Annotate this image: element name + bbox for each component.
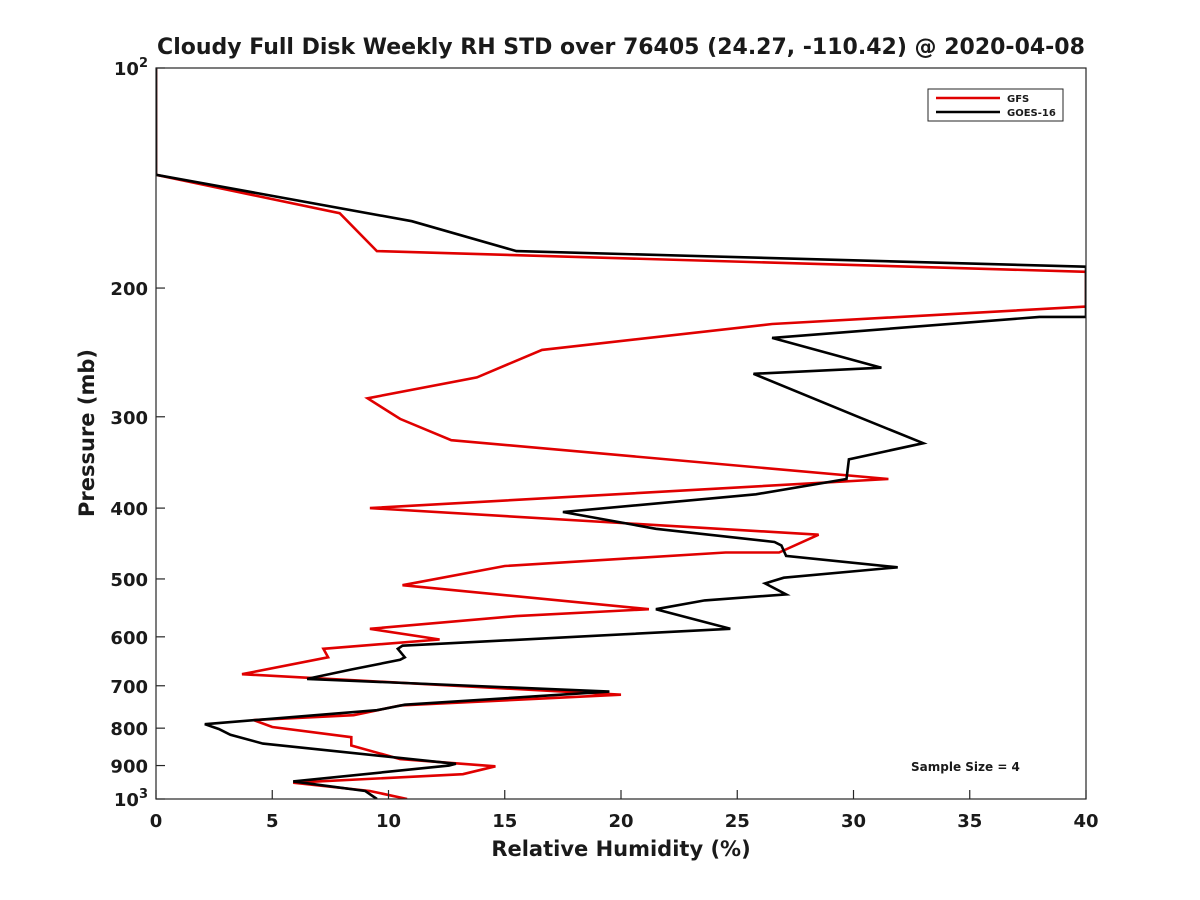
sample-size-annotation: Sample Size = 4 <box>911 760 1020 774</box>
legend: GFS GOES-16 <box>927 88 1064 122</box>
y-tick-label: 900 <box>110 757 148 778</box>
x-tick-label: 40 <box>1073 811 1098 832</box>
x-axis: 0 5 10 15 20 25 30 35 40 <box>150 790 1099 832</box>
y-tick-label: 800 <box>110 719 148 740</box>
x-tick-label: 35 <box>957 811 982 832</box>
y-axis-label: Pressure (mb) <box>75 349 99 517</box>
y-tick-label: 300 <box>110 408 148 429</box>
series-layer <box>156 68 1086 799</box>
chart-title: Cloudy Full Disk Weekly RH STD over 7640… <box>157 35 1085 60</box>
x-axis-label: Relative Humidity (%) <box>491 837 750 861</box>
x-tick-label: 30 <box>841 811 866 832</box>
legend-label-goes-16: GOES-16 <box>1007 108 1056 119</box>
series-line-goes-16 <box>156 68 1086 799</box>
y-tick-label: 103 <box>114 787 148 811</box>
x-tick-label: 20 <box>608 811 633 832</box>
y-tick-label: 500 <box>110 570 148 591</box>
y-tick-label: 400 <box>110 499 148 520</box>
x-tick-label: 0 <box>150 811 163 832</box>
y-tick-label: 600 <box>110 628 148 649</box>
legend-box <box>927 88 1064 122</box>
x-tick-label: 25 <box>725 811 750 832</box>
x-tick-label: 10 <box>376 811 401 832</box>
y-tick-label: 700 <box>110 677 148 698</box>
y-tick-label: 200 <box>110 279 148 300</box>
legend-label-gfs: GFS <box>1007 94 1029 105</box>
x-tick-label: 5 <box>266 811 279 832</box>
series-line-gfs <box>156 68 1086 799</box>
y-tick-label: 102 <box>114 56 148 80</box>
y-axis: 102 200 300 400 500 600 700 800 900 103 <box>110 56 165 811</box>
x-tick-label: 15 <box>492 811 517 832</box>
